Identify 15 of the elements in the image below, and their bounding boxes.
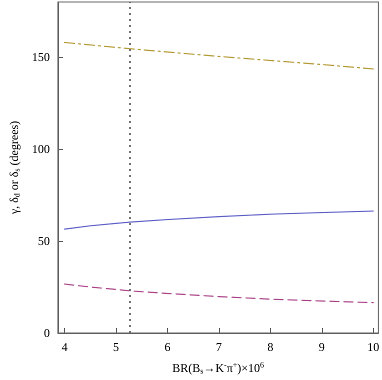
x-tick-label: 7 [216,340,222,354]
y-tick-label: 50 [38,234,50,248]
y-axis-title: γ, δd or δs (degrees) [7,120,22,216]
line-series [64,283,374,304]
y-tick-label: 150 [32,50,50,64]
line-series [64,42,374,70]
x-tick-label: 6 [164,340,170,354]
y-tick-label: 0 [44,326,50,340]
x-tick-label: 5 [113,340,120,354]
line-series [64,210,374,230]
x-tick-label: 8 [267,340,274,354]
x-tick-label: 4 [62,340,68,354]
x-tick-label: 9 [318,340,325,354]
y-tick-label: 100 [32,142,50,156]
x-tick-label: 10 [367,340,380,354]
